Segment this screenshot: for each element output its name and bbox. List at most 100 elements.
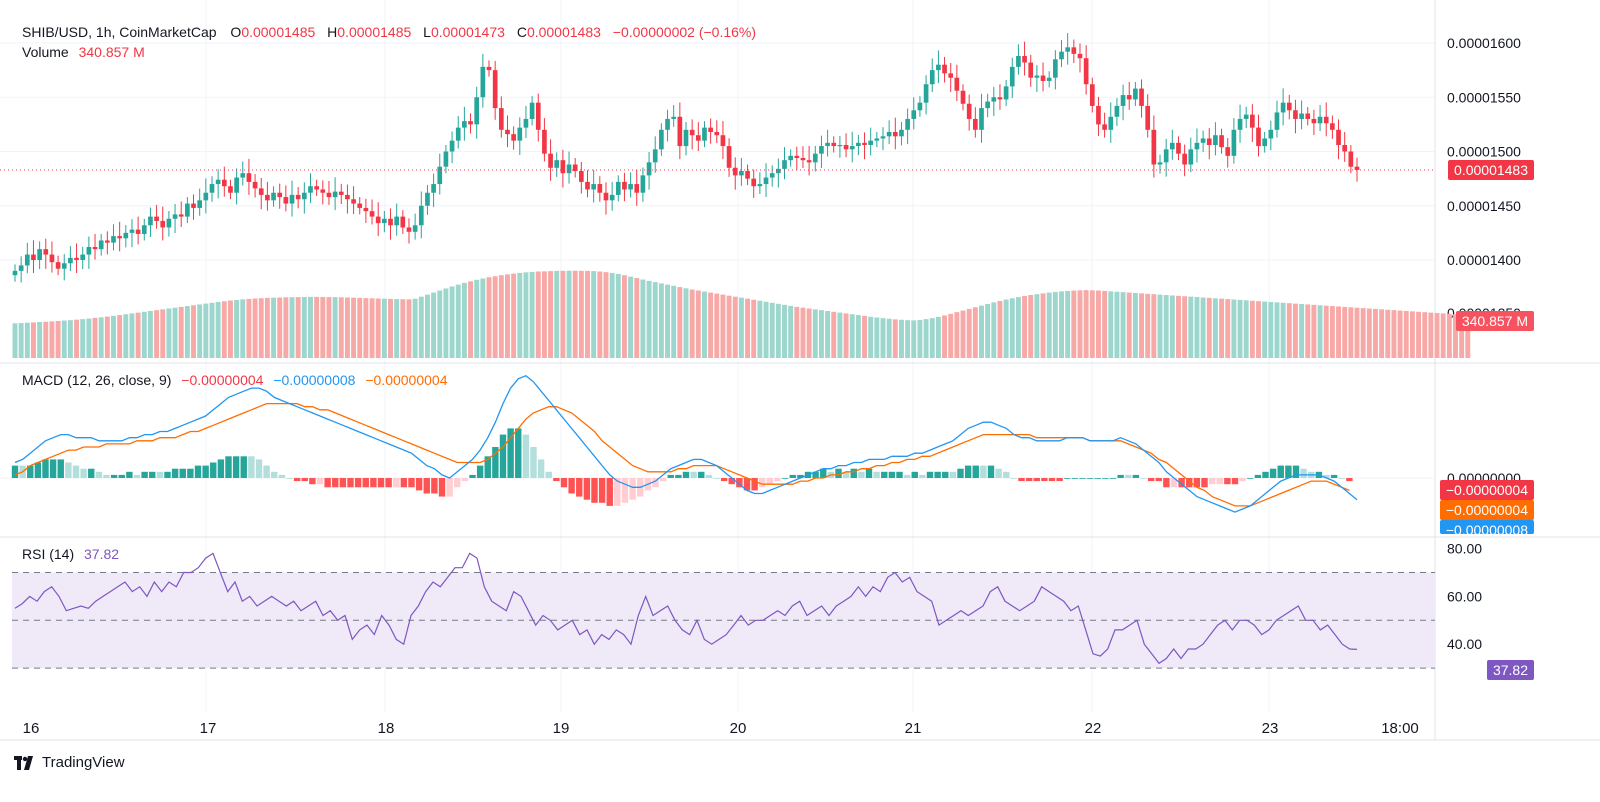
candle-body <box>776 168 781 174</box>
candle-body <box>874 138 880 141</box>
macd-histogram-bar <box>1102 478 1109 479</box>
macd-histogram-bar <box>1048 478 1056 482</box>
volume-bar <box>394 299 400 358</box>
macd-histogram-bar <box>164 471 171 478</box>
volume-bar <box>1348 307 1354 358</box>
candle-body <box>942 64 947 74</box>
candle-body <box>1317 116 1323 124</box>
volume-bar <box>911 320 917 358</box>
macd-histogram-bar <box>248 456 255 478</box>
volume-bar <box>37 322 43 358</box>
candle-body <box>480 66 486 98</box>
volume-bar <box>671 285 677 358</box>
volume-bar <box>277 297 283 358</box>
volume-bar <box>572 270 578 358</box>
candle-body <box>548 153 553 168</box>
volume-bar <box>972 307 978 358</box>
candle-body <box>671 116 677 119</box>
candle-body <box>640 175 646 193</box>
candle-body <box>535 102 541 130</box>
rsi-value: 37.82 <box>84 546 120 562</box>
candle-body <box>277 192 283 198</box>
candle-body <box>800 158 806 161</box>
macd-histogram-bar <box>1170 478 1178 488</box>
volume-bar <box>351 297 357 358</box>
candle-body <box>665 118 670 130</box>
candle-body <box>197 200 203 208</box>
volume-bar <box>1219 298 1225 358</box>
volume-bar <box>831 311 837 358</box>
volume-bar <box>1342 306 1348 358</box>
macd-histogram-bar <box>1163 478 1170 488</box>
volume-bar <box>184 306 190 358</box>
macd-histogram-bar <box>957 468 964 478</box>
candle-body <box>923 84 929 103</box>
macd-histogram-bar <box>232 456 240 478</box>
macd-histogram-bar <box>591 478 598 503</box>
macd-histogram-bar <box>728 478 735 485</box>
volume-bar <box>234 299 240 358</box>
macd-histogram-bar <box>835 468 842 478</box>
volume-bar <box>966 308 972 358</box>
macd-histogram-bar <box>766 478 774 485</box>
macd-histogram-bar <box>42 459 49 478</box>
volume-bar <box>1065 290 1071 358</box>
macd-histogram-bar <box>1330 474 1338 478</box>
volume-bar <box>1194 297 1200 358</box>
volume-bar <box>1280 302 1286 358</box>
macd-histogram-bar <box>80 468 87 478</box>
price-axis-tick: 0.00001400 <box>1447 252 1521 268</box>
candle-body <box>1065 47 1071 52</box>
volume-bar <box>123 314 129 358</box>
volume-bar <box>1163 295 1169 358</box>
volume-bar <box>1243 300 1249 358</box>
volume-bar <box>104 316 110 358</box>
candle-body <box>899 129 904 137</box>
volume-bar <box>898 319 904 358</box>
rsi-tag: 37.82 <box>1486 660 1534 680</box>
volume-bar <box>283 297 289 358</box>
close-value: 0.00001483 <box>526 24 601 40</box>
macd-histogram-bar <box>576 478 583 497</box>
macd-histogram-bar <box>118 474 125 478</box>
volume-bar <box>117 315 123 358</box>
volume-bar <box>264 297 270 358</box>
macd-histogram-bar <box>103 474 110 478</box>
candle-body <box>400 216 406 228</box>
candle-body <box>831 142 837 147</box>
volume-bar <box>111 315 116 358</box>
volume-bar <box>646 280 652 358</box>
candle-body <box>1348 151 1354 167</box>
time-axis-tick: 16 <box>23 720 40 737</box>
candle-body <box>86 246 92 255</box>
volume-bar <box>80 319 86 358</box>
macd-histogram-bar <box>736 478 743 488</box>
macd-histogram-bar <box>187 468 194 478</box>
volume-bar <box>1373 308 1378 358</box>
candle-body <box>271 192 276 201</box>
volume-bar <box>221 301 227 358</box>
volume-bar <box>1108 291 1114 358</box>
candle-body <box>123 232 129 239</box>
volume-bar <box>258 298 264 358</box>
candle-body <box>615 181 621 195</box>
volume-bar <box>252 298 258 358</box>
price-axis-tick: 0.00001500 <box>1447 144 1521 160</box>
candle-body <box>782 160 787 169</box>
candle-body <box>1114 105 1120 117</box>
volume-bar <box>1465 315 1471 358</box>
macd-histogram-bar <box>1140 478 1147 479</box>
volume-bar <box>1428 312 1434 358</box>
candle-body <box>141 225 147 234</box>
volume-bar <box>1305 304 1311 358</box>
candle-body <box>135 229 141 234</box>
candle-body <box>1163 149 1169 163</box>
tradingview-brand[interactable]: TradingView <box>14 754 125 771</box>
volume-bar <box>178 306 184 358</box>
volume-bar <box>1354 307 1360 358</box>
macd-hist-value: −0.00000004 <box>181 372 264 388</box>
macd-histogram-bar <box>820 468 827 478</box>
volume-bar <box>314 296 320 358</box>
volume-bar <box>1336 306 1341 358</box>
